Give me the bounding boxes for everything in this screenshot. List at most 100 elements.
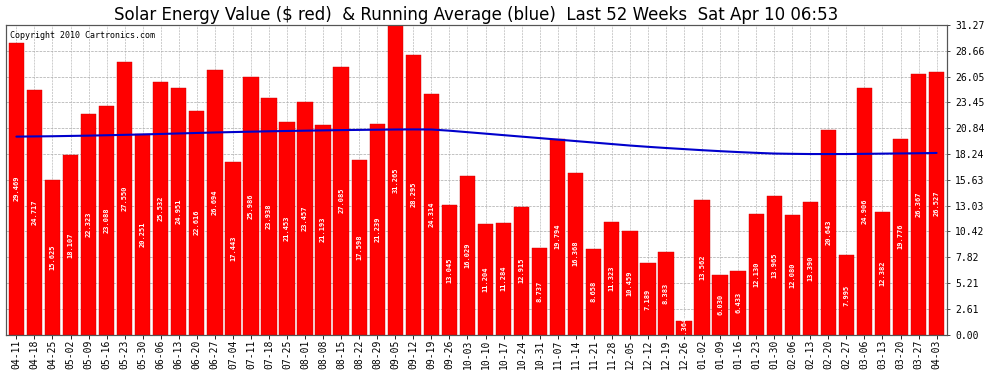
Text: 21.239: 21.239 xyxy=(374,217,380,242)
Text: 17.598: 17.598 xyxy=(356,235,362,260)
Bar xyxy=(226,162,241,334)
Text: 12.080: 12.080 xyxy=(789,262,795,288)
Bar xyxy=(604,222,620,334)
Bar xyxy=(27,90,43,334)
Text: 23.938: 23.938 xyxy=(266,203,272,229)
Text: 24.951: 24.951 xyxy=(176,198,182,224)
Bar xyxy=(424,94,439,334)
Text: 22.323: 22.323 xyxy=(85,211,91,237)
Text: 13.965: 13.965 xyxy=(771,253,777,278)
Bar xyxy=(785,215,800,334)
Text: 27.550: 27.550 xyxy=(122,186,128,211)
Bar xyxy=(839,255,854,334)
Text: 16.368: 16.368 xyxy=(573,241,579,266)
Text: 11.284: 11.284 xyxy=(501,266,507,291)
Bar xyxy=(929,72,944,334)
Text: 25.986: 25.986 xyxy=(248,193,254,219)
Bar xyxy=(803,202,818,334)
Text: 23.088: 23.088 xyxy=(104,207,110,233)
Text: 7.189: 7.189 xyxy=(644,288,650,310)
Bar xyxy=(9,43,24,334)
Text: 12.130: 12.130 xyxy=(753,262,759,287)
Bar xyxy=(334,66,348,335)
Bar xyxy=(279,122,295,334)
Text: 12.382: 12.382 xyxy=(879,261,885,286)
Bar xyxy=(369,124,385,334)
Bar xyxy=(568,172,583,334)
Text: 21.453: 21.453 xyxy=(284,216,290,241)
Bar xyxy=(81,114,96,334)
Bar xyxy=(442,206,457,334)
Text: 11.323: 11.323 xyxy=(609,266,615,291)
Text: 8.383: 8.383 xyxy=(663,282,669,304)
Bar xyxy=(731,271,745,334)
Bar xyxy=(532,248,547,334)
Text: 24.314: 24.314 xyxy=(429,201,435,227)
Bar xyxy=(207,70,223,334)
Text: 16.029: 16.029 xyxy=(464,243,470,268)
Bar xyxy=(694,200,710,334)
Bar xyxy=(388,25,403,334)
Text: 26.527: 26.527 xyxy=(934,190,940,216)
Text: 10.459: 10.459 xyxy=(627,270,633,296)
Bar xyxy=(406,54,421,334)
Text: 1.364: 1.364 xyxy=(681,317,687,338)
Bar xyxy=(550,139,565,334)
Text: 26.367: 26.367 xyxy=(916,191,922,217)
Bar xyxy=(189,111,205,334)
Bar xyxy=(117,62,133,334)
Text: 20.643: 20.643 xyxy=(826,220,832,245)
Text: 18.107: 18.107 xyxy=(67,232,73,258)
Bar xyxy=(766,196,782,334)
Bar xyxy=(135,134,150,334)
Text: 15.625: 15.625 xyxy=(50,244,55,270)
Bar xyxy=(45,180,60,334)
Bar xyxy=(316,125,331,334)
Bar xyxy=(261,98,276,334)
Bar xyxy=(297,102,313,334)
Text: 13.045: 13.045 xyxy=(446,257,452,283)
Title: Solar Energy Value ($ red)  & Running Average (blue)  Last 52 Weeks  Sat Apr 10 : Solar Energy Value ($ red) & Running Ave… xyxy=(115,6,839,24)
Text: 21.193: 21.193 xyxy=(320,217,326,242)
Text: 8.737: 8.737 xyxy=(537,280,543,302)
Bar xyxy=(171,88,186,334)
Text: 6.030: 6.030 xyxy=(717,294,723,315)
Text: 17.443: 17.443 xyxy=(230,236,236,261)
Bar xyxy=(514,207,530,334)
Text: 28.295: 28.295 xyxy=(410,182,417,207)
Text: 23.457: 23.457 xyxy=(302,206,308,231)
Bar xyxy=(658,252,673,334)
Bar xyxy=(641,263,655,334)
Bar xyxy=(622,231,638,334)
Bar xyxy=(153,82,168,334)
Bar xyxy=(875,212,890,334)
Text: 19.794: 19.794 xyxy=(554,224,560,249)
Bar xyxy=(99,106,114,334)
Bar xyxy=(478,224,493,334)
Text: 20.251: 20.251 xyxy=(140,222,146,247)
Bar xyxy=(713,275,728,334)
Bar xyxy=(496,223,511,334)
Text: 6.433: 6.433 xyxy=(736,292,742,314)
Text: 19.776: 19.776 xyxy=(898,224,904,249)
Text: 13.390: 13.390 xyxy=(807,255,814,281)
Text: 7.995: 7.995 xyxy=(843,284,849,306)
Bar xyxy=(821,130,836,334)
Bar xyxy=(911,74,927,334)
Bar xyxy=(62,155,78,334)
Text: 13.562: 13.562 xyxy=(699,255,705,280)
Text: 8.658: 8.658 xyxy=(591,281,597,302)
Text: Copyright 2010 Cartronics.com: Copyright 2010 Cartronics.com xyxy=(10,31,155,40)
Text: 24.906: 24.906 xyxy=(861,198,867,224)
Bar xyxy=(856,88,872,334)
Text: 31.265: 31.265 xyxy=(392,167,398,193)
Text: 26.694: 26.694 xyxy=(212,190,218,215)
Bar xyxy=(748,214,764,334)
Text: 29.469: 29.469 xyxy=(14,176,20,201)
Bar xyxy=(676,321,692,334)
Text: 24.717: 24.717 xyxy=(32,200,38,225)
Text: 25.532: 25.532 xyxy=(157,195,163,221)
Bar xyxy=(244,77,258,334)
Text: 11.204: 11.204 xyxy=(482,266,488,292)
Text: 27.085: 27.085 xyxy=(339,188,345,213)
